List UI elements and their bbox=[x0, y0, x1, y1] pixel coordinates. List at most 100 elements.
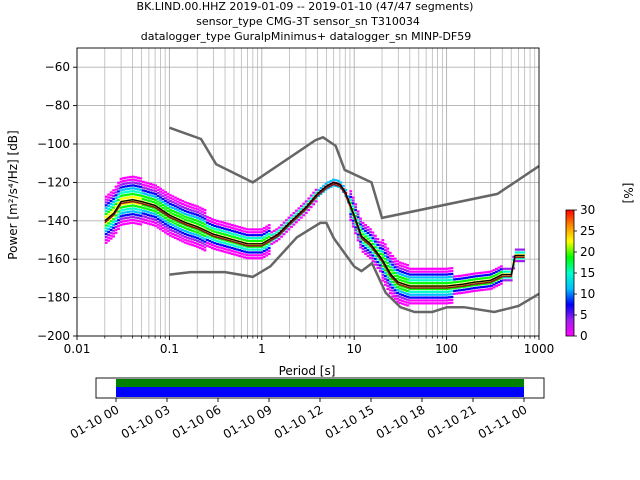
psd-cell bbox=[408, 296, 412, 299]
psd-cell bbox=[235, 251, 239, 254]
psd-cell bbox=[351, 199, 355, 202]
psd-cell bbox=[114, 199, 118, 203]
psd-cell bbox=[383, 257, 387, 260]
psd-cell bbox=[253, 257, 256, 260]
psd-cell bbox=[403, 294, 407, 298]
psd-cell bbox=[223, 250, 227, 253]
psd-cell bbox=[136, 182, 140, 185]
psd-cell bbox=[161, 229, 165, 232]
psd-cell bbox=[114, 223, 118, 226]
psd-cell bbox=[381, 239, 385, 242]
psd-cell bbox=[176, 232, 180, 235]
psd-cell bbox=[176, 235, 180, 238]
psd-cell bbox=[453, 289, 456, 293]
psd-cell bbox=[181, 208, 185, 211]
psd-cell bbox=[393, 257, 397, 260]
psd-cell bbox=[119, 221, 123, 224]
psd-cell bbox=[233, 253, 237, 256]
psd-cell bbox=[109, 197, 113, 200]
psd-cell bbox=[359, 223, 362, 226]
psd-cell bbox=[220, 221, 224, 224]
psd-cell bbox=[420, 302, 424, 305]
psd-cell bbox=[504, 270, 508, 273]
psd-cell bbox=[388, 283, 392, 286]
psd-cell bbox=[159, 219, 162, 222]
psd-cell bbox=[490, 284, 493, 287]
psd-cell bbox=[107, 222, 111, 225]
psd-cell bbox=[416, 282, 419, 285]
psd-cell bbox=[201, 219, 204, 222]
psd-cell bbox=[435, 293, 439, 296]
psd-cell bbox=[171, 198, 175, 201]
psd-cell bbox=[183, 209, 187, 213]
psd-cell bbox=[253, 251, 256, 254]
psd-cell bbox=[149, 217, 153, 220]
psd-cell bbox=[403, 291, 407, 295]
psd-cell bbox=[383, 251, 387, 255]
psd-cell bbox=[413, 273, 417, 276]
psd-cell bbox=[240, 235, 244, 238]
psd-cell bbox=[233, 224, 237, 227]
psd-cell bbox=[235, 242, 239, 245]
psd-cell bbox=[141, 186, 145, 189]
psd-cell bbox=[351, 208, 355, 211]
psd-cell bbox=[391, 254, 395, 258]
psd-cell bbox=[215, 225, 219, 228]
psd-cell bbox=[122, 211, 125, 214]
psd-cell bbox=[413, 267, 417, 270]
psd-cell bbox=[329, 185, 333, 188]
psd-cell bbox=[359, 243, 362, 246]
psd-cell bbox=[497, 280, 501, 284]
psd-cell bbox=[482, 271, 486, 274]
psd-cell bbox=[112, 232, 115, 235]
psd-cell bbox=[277, 229, 281, 232]
psd-cell bbox=[223, 224, 227, 227]
psd-cell bbox=[203, 214, 207, 217]
psd-cell bbox=[178, 227, 182, 230]
psd-cell bbox=[104, 201, 108, 204]
psd-cell bbox=[423, 267, 427, 270]
psd-cell bbox=[112, 206, 115, 209]
psd-cell bbox=[438, 293, 442, 296]
psd-cell bbox=[359, 226, 362, 229]
psd-cell bbox=[178, 204, 182, 207]
psd-cell bbox=[257, 239, 261, 243]
psd-cell bbox=[112, 223, 115, 227]
psd-cell bbox=[467, 284, 471, 288]
psd-cell bbox=[448, 273, 451, 276]
psd-cell bbox=[475, 272, 479, 275]
psd-cell bbox=[139, 211, 143, 215]
psd-cell bbox=[164, 208, 167, 211]
psd-cell bbox=[522, 248, 525, 251]
psd-cell bbox=[406, 281, 409, 284]
psd-cell bbox=[114, 225, 118, 229]
psd-cell bbox=[376, 263, 380, 267]
psd-cell bbox=[218, 249, 222, 252]
psd-cell bbox=[388, 266, 392, 269]
psd-cell bbox=[173, 205, 177, 208]
psd-cell bbox=[438, 270, 442, 273]
psd-cell bbox=[235, 254, 239, 257]
chart-title-line-3: datalogger_type GuralpMinimus+ datalogge… bbox=[141, 30, 472, 43]
psd-cell bbox=[146, 219, 150, 222]
psd-cell bbox=[181, 202, 185, 206]
psd-cell bbox=[206, 244, 209, 247]
psd-cell bbox=[262, 252, 266, 256]
psd-cell bbox=[176, 238, 180, 241]
psd-cell bbox=[243, 238, 246, 242]
psd-cell bbox=[129, 193, 133, 196]
psd-cell bbox=[285, 219, 288, 222]
chart-title-line-1: BK.LIND.00.HHZ 2019-01-09 -- 2019-01-10 … bbox=[137, 0, 474, 13]
psd-cell bbox=[201, 210, 204, 213]
psd-cell bbox=[215, 242, 219, 246]
psd-cell bbox=[124, 176, 128, 179]
psd-cell bbox=[470, 287, 474, 290]
psd-cell bbox=[292, 223, 296, 226]
psd-cell bbox=[218, 246, 222, 249]
psd-cell bbox=[393, 292, 397, 295]
psd-cell bbox=[208, 219, 212, 223]
psd-cell bbox=[136, 176, 140, 179]
psd-cell bbox=[119, 189, 123, 192]
psd-cell bbox=[178, 233, 182, 236]
